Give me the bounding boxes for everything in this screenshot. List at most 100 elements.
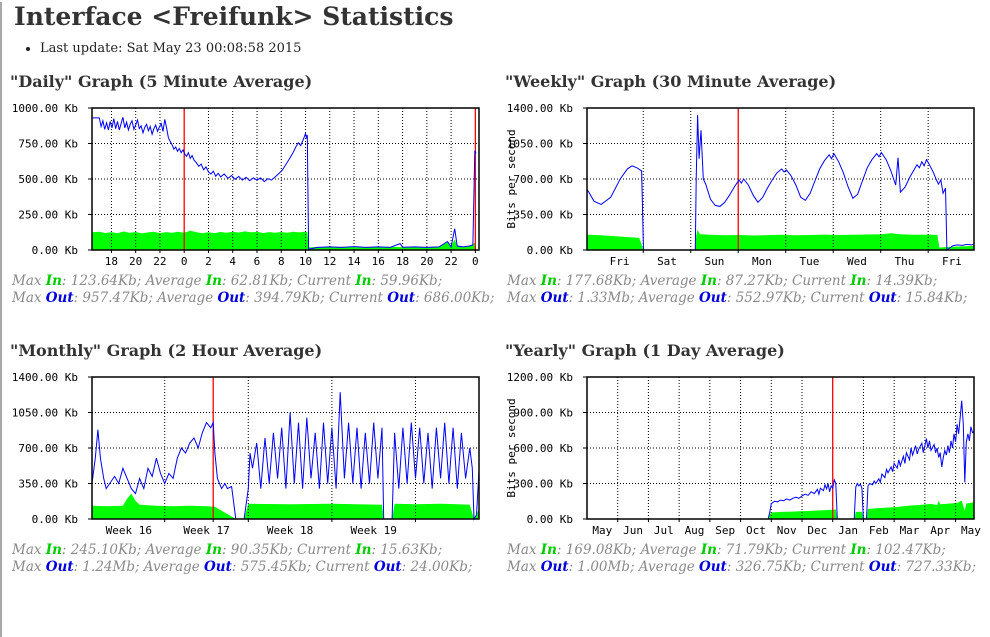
graph-title-monthly: "Monthly" Graph (2 Hour Average) bbox=[10, 341, 323, 360]
stats-yearly: Max In: 169.08Kb; Average In: 71.79Kb; C… bbox=[507, 542, 990, 576]
out-line bbox=[586, 115, 975, 251]
stats-yearly-in-line: Max In: 169.08Kb; Average In: 71.79Kb; C… bbox=[507, 542, 946, 558]
x-tick-label: Wed bbox=[847, 255, 867, 268]
x-tick-label: Jan bbox=[838, 524, 858, 537]
x-tick-label: Aug bbox=[685, 524, 705, 537]
chart-daily: 1000.00 Kb 750.00 Kb 500.00 Kb 250.00 Kb 0.0… bbox=[12, 102, 480, 268]
y-tick-label: 250.00 Kb bbox=[18, 209, 78, 222]
x-tick-label: 22 bbox=[153, 255, 166, 268]
in-label: In bbox=[700, 542, 717, 558]
x-tick-label: Thu bbox=[894, 255, 914, 268]
stats-daily-in-line: Max In: 123.64Kb; Average In: 62.81Kb; C… bbox=[12, 273, 443, 289]
stats-daily-out-line: Max Out: 957.47Kb; Average Out: 394.79Kb… bbox=[12, 290, 495, 306]
graph-title-weekly: "Weekly" Graph (30 Minute Average) bbox=[505, 72, 837, 91]
stats-weekly: Max In: 177.68Kb; Average In: 87.27Kb; C… bbox=[507, 273, 990, 307]
x-tick-label: 18 bbox=[105, 255, 118, 268]
charts-grid: "Daily" Graph (5 Minute Average) 1000.00 … bbox=[2, 58, 990, 582]
in-label: In bbox=[850, 273, 867, 289]
graph-section-weekly: "Weekly" Graph (30 Minute Average) 1400.0… bbox=[497, 58, 990, 313]
plot-border bbox=[586, 107, 975, 251]
in-label: In bbox=[355, 273, 372, 289]
y-tick-label: 750.00 Kb bbox=[18, 138, 78, 151]
y-axis-label: Bits per second bbox=[505, 398, 518, 497]
last-update-text: Last update: Sat May 23 00:08:58 2015 bbox=[40, 41, 990, 56]
y-tick-label: 1050.00 Kb bbox=[12, 407, 78, 420]
x-tick-label: 8 bbox=[278, 255, 285, 268]
x-tick-label: 20 bbox=[420, 255, 433, 268]
x-tick-label: Sep bbox=[715, 524, 735, 537]
in-label: In bbox=[45, 273, 62, 289]
out-line bbox=[92, 117, 477, 250]
in-label: In bbox=[700, 273, 717, 289]
out-label: Out bbox=[540, 559, 569, 575]
x-tick-label: 16 bbox=[372, 255, 385, 268]
x-tick-label: 0 bbox=[472, 255, 479, 268]
out-label: Out bbox=[540, 290, 569, 306]
out-label: Out bbox=[45, 290, 74, 306]
stats-daily: Max In: 123.64Kb; Average In: 62.81Kb; C… bbox=[12, 273, 497, 307]
x-tick-label: Week 19 bbox=[351, 524, 397, 537]
x-tick-label: Oct bbox=[746, 524, 766, 537]
chart-yearly: 1200.00 Kb 900.00 Kb 600.00 Kb 300.00 Kb 0.0… bbox=[505, 371, 981, 537]
y-tick-label: 0.00 Kb bbox=[32, 244, 78, 257]
x-tick-label: Mon bbox=[752, 255, 772, 268]
x-tick-label: Jun bbox=[623, 524, 643, 537]
in-area bbox=[92, 493, 479, 519]
chart-weekly: 1400.00 Kb 1050.00 Kb 700.00 Kb 350.00 Kb 0.… bbox=[505, 102, 975, 268]
in-label: In bbox=[355, 542, 372, 558]
update-list: Last update: Sat May 23 00:08:58 2015 bbox=[26, 41, 990, 56]
in-label: In bbox=[540, 273, 557, 289]
y-axis-label: Bits per second bbox=[505, 129, 518, 228]
x-tick-label: Nov bbox=[777, 524, 797, 537]
out-label: Out bbox=[868, 559, 897, 575]
out-label: Out bbox=[373, 559, 402, 575]
x-tick-label: Tue bbox=[800, 255, 820, 268]
y-tick-label: 350.00 Kb bbox=[18, 478, 78, 491]
x-tick-label: 10 bbox=[299, 255, 312, 268]
y-tick-label: 0.00 Kb bbox=[527, 244, 573, 257]
x-tick-label: 22 bbox=[444, 255, 457, 268]
y-tick-label: 0.00 Kb bbox=[32, 513, 78, 526]
x-tick-label: 18 bbox=[396, 255, 409, 268]
stats-monthly: Max In: 245.10Kb; Average In: 90.35Kb; C… bbox=[12, 542, 497, 576]
in-area bbox=[587, 500, 974, 519]
x-tick-label: May bbox=[961, 524, 981, 537]
x-tick-label: Apr bbox=[930, 524, 950, 537]
x-tick-label: 20 bbox=[129, 255, 142, 268]
y-tick-label: 1400.00 Kb bbox=[12, 371, 78, 384]
x-tick-label: 4 bbox=[229, 255, 236, 268]
plot-border bbox=[91, 107, 480, 251]
y-tick-label: 0.00 Kb bbox=[527, 513, 573, 526]
graph-section-daily: "Daily" Graph (5 Minute Average) 1000.00 … bbox=[2, 58, 497, 313]
y-tick-label: 350.00 Kb bbox=[513, 209, 573, 222]
y-tick-label: 1050.00 Kb bbox=[507, 138, 573, 151]
x-tick-label: 14 bbox=[347, 255, 361, 268]
page-title: Interface <Freifunk> Statistics bbox=[14, 2, 454, 31]
y-tick-label: 1200.00 Kb bbox=[507, 371, 573, 384]
in-label: In bbox=[205, 542, 222, 558]
x-tick-label: 12 bbox=[323, 255, 336, 268]
x-tick-label: Sat bbox=[657, 255, 677, 268]
x-tick-label: Dec bbox=[807, 524, 827, 537]
y-tick-label: 700.00 Kb bbox=[513, 173, 573, 186]
x-tick-label: 0 bbox=[181, 255, 188, 268]
x-tick-label: Sun bbox=[705, 255, 725, 268]
out-label: Out bbox=[868, 290, 897, 306]
stats-yearly-out-line: Max Out: 1.00Mb; Average Out: 326.75Kb; … bbox=[507, 559, 977, 575]
x-tick-label: 2 bbox=[205, 255, 212, 268]
y-tick-label: 1000.00 Kb bbox=[12, 102, 78, 115]
in-area bbox=[587, 229, 974, 250]
x-tick-label: Feb bbox=[869, 524, 889, 537]
stats-monthly-out-line: Max Out: 1.24Mb; Average Out: 575.45Kb; … bbox=[12, 559, 473, 575]
y-tick-label: 700.00 Kb bbox=[18, 442, 78, 455]
graph-title-yearly: "Yearly" Graph (1 Day Average) bbox=[505, 341, 785, 360]
in-label: In bbox=[540, 542, 557, 558]
graph-section-monthly: "Monthly" Graph (2 Hour Average) 1400.00 … bbox=[2, 327, 497, 582]
x-tick-label: May bbox=[592, 524, 612, 537]
y-tick-label: 300.00 Kb bbox=[513, 478, 573, 491]
graph-section-yearly: "Yearly" Graph (1 Day Average) 1200.00 Kb… bbox=[497, 327, 990, 582]
x-tick-label: Fri bbox=[610, 255, 630, 268]
x-tick-label: Fri bbox=[942, 255, 962, 268]
x-tick-label: 6 bbox=[254, 255, 261, 268]
